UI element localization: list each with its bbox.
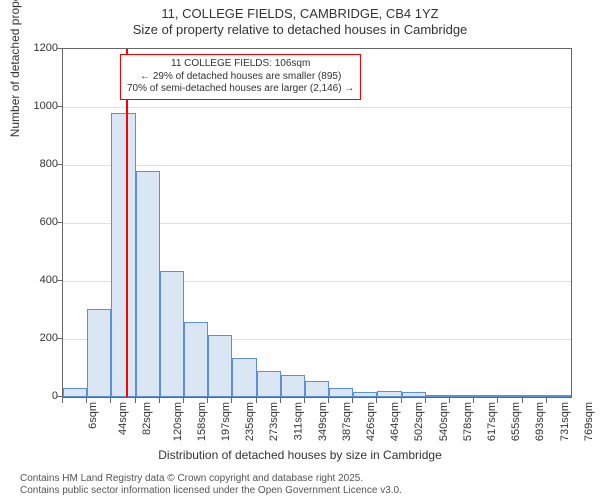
y-tick-label: 1200 <box>18 42 58 54</box>
grid-line <box>63 107 571 108</box>
x-tick-mark <box>401 398 402 403</box>
x-tick-mark <box>159 398 160 403</box>
histogram-chart <box>62 48 572 398</box>
annotation-line: 11 COLLEGE FIELDS: 106sqm <box>127 58 354 71</box>
x-tick-mark <box>304 398 305 403</box>
annotation-line: 70% of semi-detached houses are larger (… <box>127 83 354 96</box>
histogram-bar <box>523 395 547 397</box>
histogram-bar <box>63 388 87 397</box>
x-tick-label: 540sqm <box>438 402 450 441</box>
x-tick-label: 731sqm <box>559 402 571 441</box>
x-tick-mark <box>376 398 377 403</box>
x-tick-label: 44sqm <box>117 402 129 435</box>
x-tick-label: 235sqm <box>244 402 256 441</box>
histogram-bar <box>305 381 329 397</box>
histogram-bar <box>426 395 450 397</box>
grid-line <box>63 165 571 166</box>
x-tick-label: 655sqm <box>510 402 522 441</box>
histogram-bar <box>402 392 426 397</box>
page-title: 11, COLLEGE FIELDS, CAMBRIDGE, CB4 1YZ <box>0 6 600 21</box>
y-tick-label: 400 <box>18 274 58 286</box>
y-tick-mark <box>57 280 62 281</box>
x-tick-mark <box>62 398 63 403</box>
y-tick-mark <box>57 106 62 107</box>
histogram-bar <box>87 309 111 397</box>
histogram-bar <box>474 395 498 397</box>
x-tick-label: 82sqm <box>141 402 153 435</box>
histogram-bar <box>377 391 401 397</box>
x-tick-mark <box>425 398 426 403</box>
x-tick-mark <box>86 398 87 403</box>
histogram-bar <box>498 395 522 397</box>
x-tick-label: 349sqm <box>317 402 329 441</box>
x-tick-label: 273sqm <box>268 402 280 441</box>
histogram-bar <box>232 358 256 397</box>
histogram-bar <box>329 388 353 397</box>
y-tick-mark <box>57 48 62 49</box>
y-tick-mark <box>57 396 62 397</box>
histogram-bar <box>184 322 208 397</box>
histogram-bar <box>353 392 377 397</box>
histogram-bar <box>111 113 135 397</box>
x-tick-label: 578sqm <box>462 402 474 441</box>
x-tick-label: 769sqm <box>583 402 595 441</box>
histogram-bar <box>160 271 184 397</box>
x-tick-label: 6sqm <box>87 402 99 429</box>
marker-annotation: 11 COLLEGE FIELDS: 106sqm← 29% of detach… <box>120 54 361 100</box>
y-tick-mark <box>57 222 62 223</box>
histogram-bar <box>136 171 160 397</box>
x-tick-mark <box>280 398 281 403</box>
x-tick-mark <box>231 398 232 403</box>
property-marker-line <box>126 49 128 397</box>
x-tick-mark <box>473 398 474 403</box>
x-tick-label: 120sqm <box>172 402 184 441</box>
x-tick-mark <box>328 398 329 403</box>
x-tick-label: 311sqm <box>292 402 304 440</box>
y-tick-label: 800 <box>18 158 58 170</box>
y-tick-mark <box>57 164 62 165</box>
x-tick-label: 502sqm <box>414 402 426 441</box>
x-tick-mark <box>522 398 523 403</box>
x-tick-mark <box>497 398 498 403</box>
x-tick-mark <box>449 398 450 403</box>
y-axis-label: Number of detached properties <box>8 0 22 137</box>
y-tick-label: 600 <box>18 216 58 228</box>
annotation-line: ← 29% of detached houses are smaller (89… <box>127 71 354 84</box>
footer-line-2: Contains public sector information licen… <box>20 485 402 496</box>
page-subtitle: Size of property relative to detached ho… <box>0 22 600 37</box>
y-tick-label: 0 <box>18 390 58 402</box>
footer-line-1: Contains HM Land Registry data © Crown c… <box>20 473 363 484</box>
y-tick-label: 200 <box>18 332 58 344</box>
x-tick-mark <box>256 398 257 403</box>
x-tick-mark <box>135 398 136 403</box>
x-tick-mark <box>546 398 547 403</box>
x-tick-mark <box>183 398 184 403</box>
x-tick-mark <box>352 398 353 403</box>
y-tick-label: 1000 <box>18 100 58 112</box>
x-tick-label: 158sqm <box>196 402 208 441</box>
x-tick-label: 617sqm <box>486 402 498 441</box>
histogram-bar <box>257 371 281 397</box>
histogram-bar <box>450 395 474 397</box>
x-tick-label: 426sqm <box>365 402 377 441</box>
histogram-bar <box>547 395 571 397</box>
x-tick-label: 693sqm <box>535 402 547 441</box>
x-axis-label: Distribution of detached houses by size … <box>0 448 600 462</box>
histogram-bar <box>281 375 305 397</box>
x-tick-label: 387sqm <box>341 402 353 441</box>
x-tick-label: 197sqm <box>220 402 232 441</box>
y-tick-mark <box>57 338 62 339</box>
x-tick-mark <box>207 398 208 403</box>
x-tick-mark <box>110 398 111 403</box>
x-tick-label: 464sqm <box>389 402 401 441</box>
histogram-bar <box>208 335 232 397</box>
